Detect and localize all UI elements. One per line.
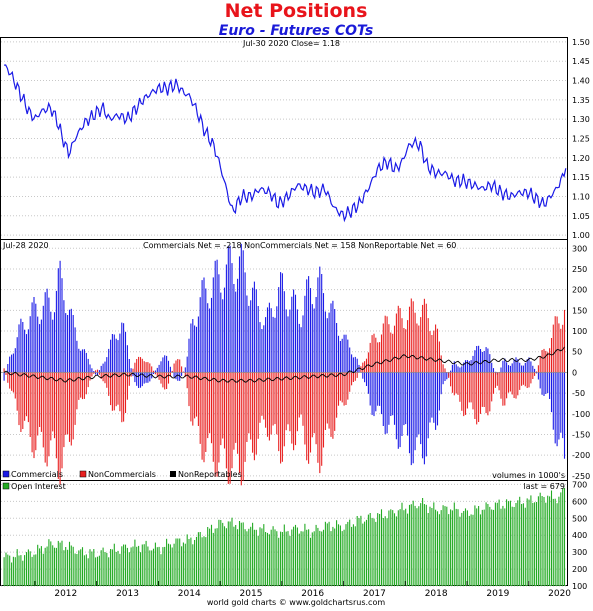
footer-credit: world gold charts © www.goldchartsrus.co… [207,598,385,607]
price-y-tick-label: 1.00 [572,231,590,240]
net-y-tick-label: 50 [572,348,582,357]
oi-legend: Open Interest [2,482,66,491]
net-positions-series [1,243,567,486]
x-axis-labels: 2012 2013 2014 2015 2016 2017 2018 2019 2020 [34,581,571,599]
price-y-tick-label: 1.45 [572,57,590,66]
legend-swatch-noncommercials [79,470,87,478]
oi-y-tick-label: 500 [572,514,587,523]
net-y-tick-label: 250 [572,265,587,274]
net-y-tick-label: 200 [572,286,587,295]
x-tick-label: 2013 [116,589,139,599]
legend-open-interest: Open Interest [11,482,66,491]
price-y-tick-label: 1.15 [572,173,590,182]
legend-commercials: Commercials [11,470,63,479]
net-date-annotation: Jul-28 2020 [2,241,49,250]
units-note: volumes in 1000's [492,471,565,480]
price-y-tick-label: 1.35 [572,96,590,105]
legend-nonreportables: NonReportables [178,470,242,479]
x-tick-label: 2012 [54,589,77,599]
price-line [4,64,567,223]
legend-noncommercials: NonCommercials [88,470,156,479]
chart-subtitle: Euro - Futures COTs [219,23,373,39]
net-y-tick-label: -100 [572,410,590,419]
x-tick-label: 2018 [425,589,448,599]
price-y-axis: 1.00 1.05 1.10 1.15 1.20 1.25 1.30 1.35 1.40 1.45… [572,38,590,240]
x-tick-label: 2020 [548,589,571,599]
net-y-axis: -250 -200 -150 -100 -50 0 50 100 150 200 250 300 [572,244,590,481]
oi-y-tick-label: 700 [572,480,587,489]
price-y-tick-label: 1.50 [572,38,590,47]
x-tick-label: 2014 [178,589,201,599]
net-y-tick-label: -200 [572,451,590,460]
legend-swatch-nonreportables [170,471,176,477]
open-interest-series [3,487,566,586]
oi-last-annotation: last = 679 [524,482,566,491]
x-tick-label: 2019 [486,589,509,599]
oi-y-tick-label: 200 [572,565,587,574]
price-grid [1,41,567,236]
nonreportables-line [3,346,565,383]
x-tick-label: 2015 [240,589,263,599]
net-y-tick-label: -50 [572,389,585,398]
net-y-tick-label: 0 [572,368,577,377]
net-values-annotation: Commercials Net = -218 NonCommercials Ne… [143,241,456,250]
net-y-tick-label: 150 [572,306,587,315]
net-y-tick-label: 100 [572,327,587,336]
oi-y-tick-label: 300 [572,548,587,557]
price-y-tick-label: 1.25 [572,135,590,144]
net-y-tick-label: -250 [572,472,590,481]
net-y-tick-label: -150 [572,430,590,439]
price-annotation: Jul-30 2020 Close= 1.18 [242,39,340,48]
x-tick-label: 2016 [301,589,324,599]
price-y-tick-label: 1.05 [572,212,590,221]
oi-y-tick-label: 400 [572,531,587,540]
price-y-tick-label: 1.40 [572,77,590,86]
oi-y-tick-label: 600 [572,497,587,506]
net-y-tick-label: 300 [572,244,587,253]
price-y-tick-label: 1.20 [572,154,590,163]
x-tick-label: 2017 [363,589,386,599]
chart-title: Net Positions [225,0,368,22]
price-y-tick-label: 1.10 [572,192,590,201]
price-y-tick-label: 1.30 [572,115,590,124]
price-series [4,64,567,223]
legend-swatch-open-interest [2,482,10,490]
oi-y-axis: 100 200 300 400 500 600 700 [572,480,587,591]
net-legend: Commercials NonCommercials NonReportable… [2,470,242,479]
oi-y-tick-label: 100 [572,582,587,591]
legend-swatch-commercials [2,470,10,478]
